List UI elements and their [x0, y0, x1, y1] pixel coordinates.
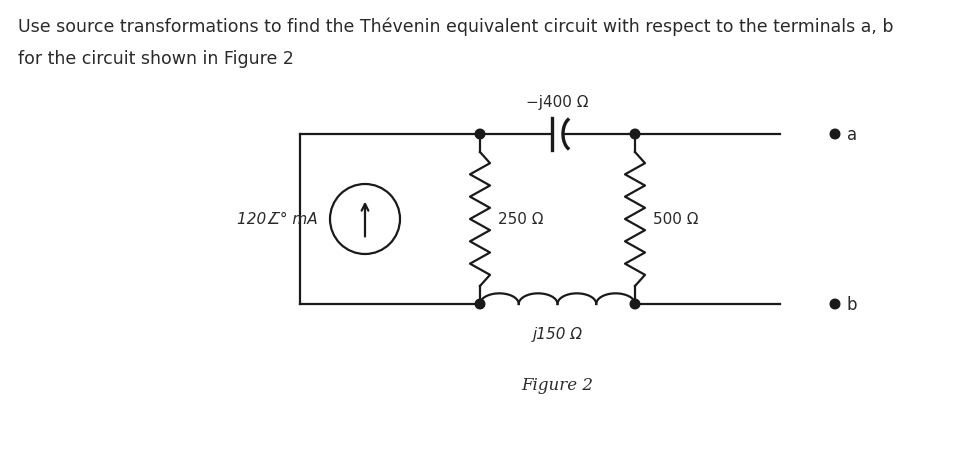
- Text: 500 Ω: 500 Ω: [653, 212, 698, 227]
- Text: Figure 2: Figure 2: [521, 376, 593, 393]
- Circle shape: [476, 300, 485, 309]
- Circle shape: [630, 300, 640, 309]
- Text: 120∠̅° mA: 120∠̅° mA: [238, 212, 318, 227]
- Text: Use source transformations to find the Thévenin equivalent circuit with respect : Use source transformations to find the T…: [18, 18, 894, 36]
- Circle shape: [830, 130, 839, 140]
- Circle shape: [476, 130, 485, 140]
- Circle shape: [630, 130, 640, 140]
- Text: a: a: [847, 126, 858, 144]
- Text: 250 Ω: 250 Ω: [498, 212, 543, 227]
- Text: for the circuit shown in Figure 2: for the circuit shown in Figure 2: [18, 50, 294, 68]
- Circle shape: [830, 300, 839, 309]
- Text: −j400 Ω: −j400 Ω: [526, 95, 588, 110]
- Text: b: b: [847, 295, 858, 313]
- Text: j150 Ω: j150 Ω: [533, 326, 583, 341]
